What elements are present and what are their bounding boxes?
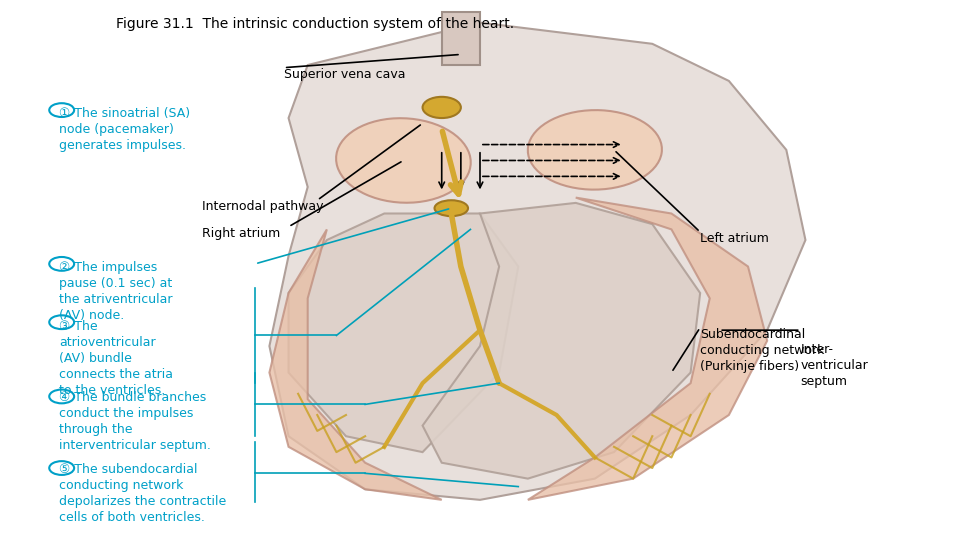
Text: ④ The bundle branches
conduct the impulses
through the
interventricular septum.: ④ The bundle branches conduct the impuls…	[59, 391, 210, 452]
Ellipse shape	[435, 200, 468, 216]
Polygon shape	[289, 213, 518, 452]
Text: Right atrium: Right atrium	[203, 227, 280, 240]
Polygon shape	[528, 198, 767, 500]
Text: Internodal pathway: Internodal pathway	[203, 200, 324, 213]
Text: ② The impulses
pause (0.1 sec) at
the atriventricular
(AV) node.: ② The impulses pause (0.1 sec) at the at…	[59, 261, 173, 322]
Polygon shape	[422, 203, 700, 478]
Text: ③ The
atrioventricular
(AV) bundle
connects the atria
to the ventricles.: ③ The atrioventricular (AV) bundle conne…	[59, 320, 173, 396]
Ellipse shape	[422, 97, 461, 118]
Polygon shape	[442, 12, 480, 65]
Text: Left atrium: Left atrium	[700, 232, 769, 245]
Text: ⑤ The subendocardial
conducting network
depolarizes the contractile
cells of bot: ⑤ The subendocardial conducting network …	[59, 463, 226, 524]
Text: Inter-
ventricular
septum: Inter- ventricular septum	[801, 343, 869, 388]
Ellipse shape	[336, 118, 470, 202]
Text: ① The sinoatrial (SA)
node (pacemaker)
generates impulses.: ① The sinoatrial (SA) node (pacemaker) g…	[59, 107, 190, 152]
Text: Superior vena cava: Superior vena cava	[284, 68, 405, 80]
Polygon shape	[270, 23, 805, 500]
Text: Subendocardinal
conducting network
(Purkinje fibers): Subendocardinal conducting network (Purk…	[700, 327, 825, 373]
Polygon shape	[270, 230, 442, 500]
Text: Figure 31.1  The intrinsic conduction system of the heart.: Figure 31.1 The intrinsic conduction sys…	[116, 17, 515, 31]
Ellipse shape	[528, 110, 661, 190]
